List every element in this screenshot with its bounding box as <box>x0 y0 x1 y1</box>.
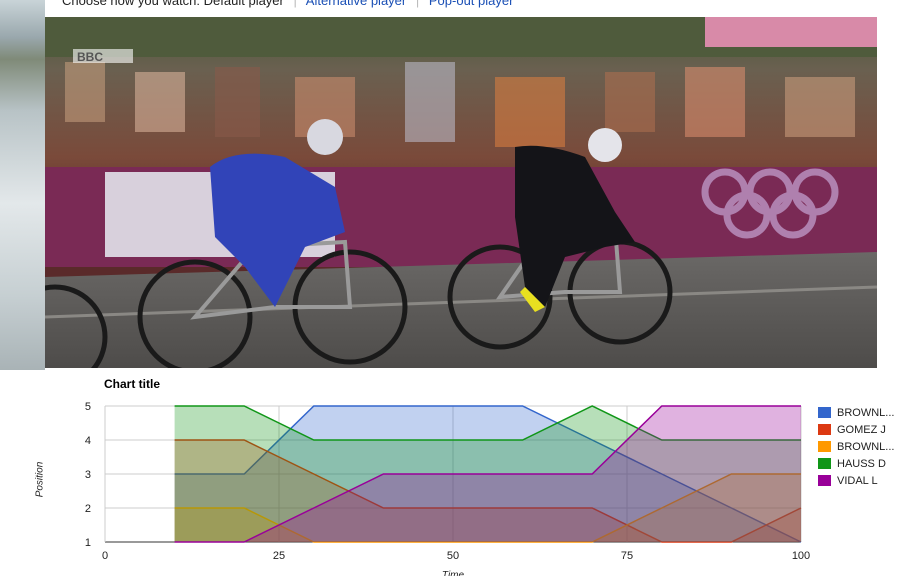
y-tick-label: 1 <box>85 537 91 549</box>
side-image-strip <box>0 0 45 370</box>
svg-text:BBC: BBC <box>77 50 103 64</box>
chart-legend: BROWNL... GOMEZ J BROWNL... HAUSS D VIDAL L <box>818 404 894 489</box>
legend-item[interactable]: HAUSS D <box>818 455 894 472</box>
x-axis-label: Time <box>442 570 465 576</box>
legend-label: HAUSS D <box>837 457 886 470</box>
legend-label: VIDAL L <box>837 474 878 487</box>
separator: | <box>293 0 297 8</box>
y-tick-label: 2 <box>85 503 91 515</box>
legend-item[interactable]: BROWNL... <box>818 404 894 421</box>
legend-item[interactable]: GOMEZ J <box>818 421 894 438</box>
popout-player-link[interactable]: Pop-out player <box>428 0 514 8</box>
legend-swatch <box>818 458 831 469</box>
video-frame-image: BBC <box>45 17 877 368</box>
y-tick-label: 3 <box>85 469 91 481</box>
series-line <box>174 405 801 543</box>
legend-item[interactable]: VIDAL L <box>818 472 894 489</box>
y-tick-label: 4 <box>85 435 91 447</box>
legend-swatch <box>818 441 831 452</box>
series-area <box>174 474 802 542</box>
y-tick-label: 5 <box>85 401 91 413</box>
legend-label: BROWNL... <box>837 440 895 453</box>
legend-label: GOMEZ J <box>837 423 886 436</box>
series-line <box>174 439 802 543</box>
legend-item[interactable]: BROWNL... <box>818 438 894 455</box>
legend-swatch <box>818 407 831 418</box>
legend-swatch <box>818 424 831 435</box>
separator: | <box>415 0 420 8</box>
x-tick-label: 50 <box>447 550 459 562</box>
legend-label: BROWNL... <box>837 406 895 419</box>
x-tick-label: 25 <box>273 550 285 562</box>
x-tick-label: 100 <box>792 550 810 562</box>
series-line <box>174 405 801 441</box>
alternative-player-link[interactable]: Alternative player <box>305 0 407 8</box>
x-tick-label: 0 <box>102 550 108 562</box>
x-tick-label: 75 <box>621 550 633 562</box>
video-player[interactable]: BBC <box>45 17 877 368</box>
chart-title: Chart title <box>104 377 161 391</box>
legend-swatch <box>818 475 831 486</box>
default-player-option[interactable]: Default player <box>203 0 284 8</box>
player-choice-bar: Choose how you watch: Default player | A… <box>62 0 513 9</box>
bbc-logo: BBC <box>73 49 133 64</box>
series-area <box>174 440 802 542</box>
player-choice-prompt: Choose how you watch: <box>62 0 201 8</box>
